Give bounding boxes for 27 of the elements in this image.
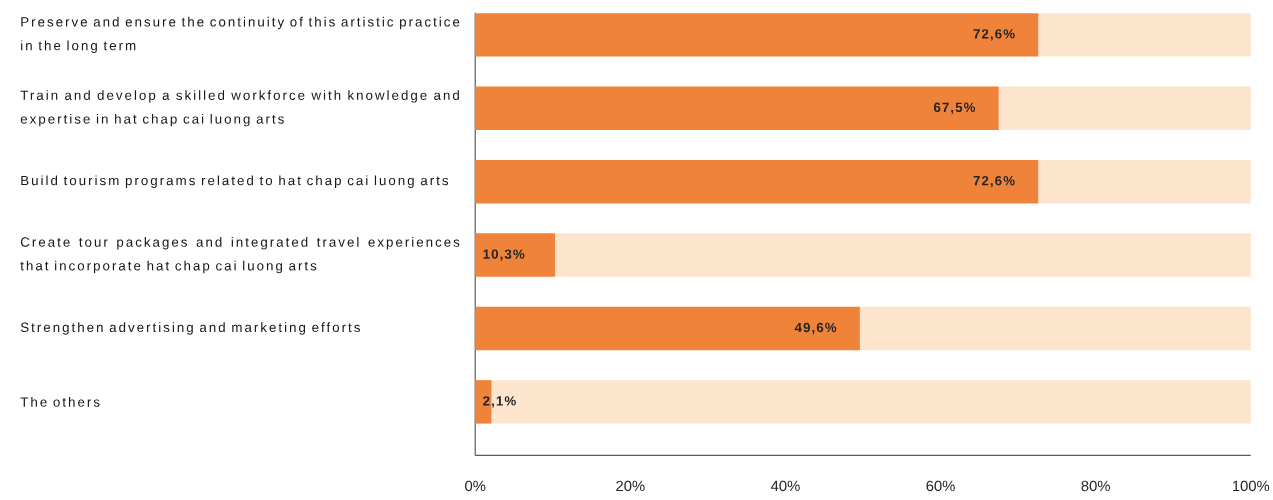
x-tick-label: 80% [1081,480,1110,492]
bar [998,86,1251,131]
y-tick-label: Preserve and ensure the continuity of this artistic practice in the long term [21,16,460,53]
x-tick-label: 100% [1232,480,1270,492]
bar [475,233,556,277]
data-label: 49,6% [794,322,837,335]
bar [475,306,860,351]
y-tick-label: The others [20,397,100,407]
bar [555,233,1251,277]
data-label: 10,3% [483,249,525,261]
y-tick-label: Strengthen advertising and marketing efforts [20,322,360,335]
data-label: 67,5% [933,102,976,114]
x-tick-label: 20% [616,480,645,492]
bar [859,306,1251,351]
data-label: 72,6% [973,176,1015,188]
bar [475,159,1039,204]
data-label: 72,6% [973,29,1015,41]
bar [475,86,999,131]
x-tick-label: 40% [770,480,800,492]
bar [1038,159,1251,204]
y-tick-label: Build tourism programs related to hat chap cai luong arts [21,175,449,188]
x-tick-label: 60% [926,480,955,492]
bar [475,13,1039,57]
y-tick-label: Train and develop a skilled workforce with knowledge and expertise in hat chap cai luong arts [20,90,459,127]
x-tick-label: 0% [465,480,486,492]
bar [1038,13,1251,57]
y-tick-label: Create tour packages and integrated travel experiences that incorporate hat chap cai luong arts [20,237,460,274]
